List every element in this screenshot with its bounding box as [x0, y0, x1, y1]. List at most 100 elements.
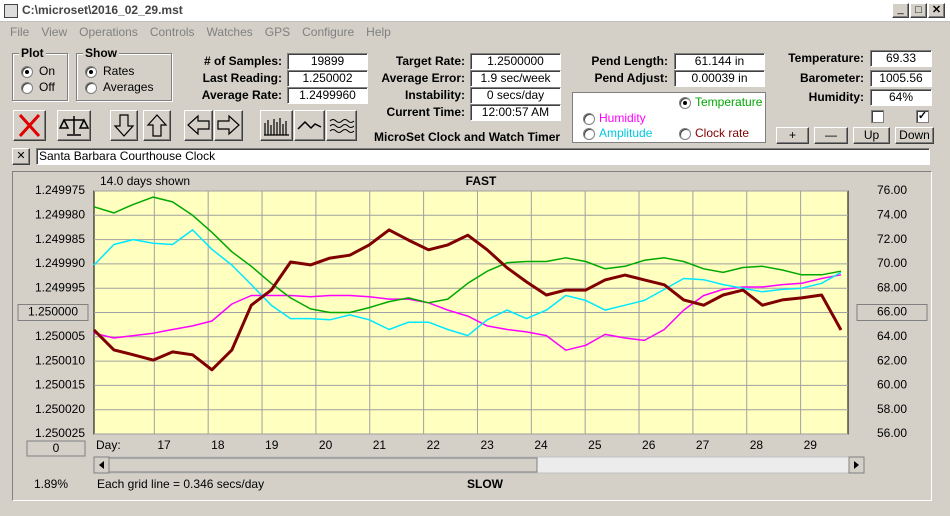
app-icon	[4, 4, 18, 18]
radio-label: Off	[39, 80, 55, 94]
clock-name-field[interactable]: Santa Barbara Courthouse Clock	[36, 148, 930, 165]
field-label: # of Samples:	[203, 54, 282, 68]
menu-item[interactable]: Watches	[206, 25, 253, 39]
y2-tick-label: 64.00	[877, 329, 907, 343]
reference-button[interactable]	[856, 304, 928, 321]
y-tick-label: 1.250005	[35, 329, 85, 343]
menu-item[interactable]: GPS	[264, 25, 291, 39]
x-tick-label: 17	[157, 438, 171, 452]
x-axis-label: Day:	[96, 438, 121, 452]
down-button[interactable]: Down	[895, 127, 934, 144]
y2-tick-label: 74.00	[877, 207, 907, 221]
legend-label: Clock rate	[695, 126, 750, 140]
menu-item[interactable]: Configure	[302, 25, 355, 39]
field-label: Current Time:	[386, 105, 465, 119]
line-button[interactable]	[294, 110, 325, 141]
field-value: 1005.56	[870, 69, 932, 87]
x-tick-label: 27	[696, 438, 710, 452]
icon	[264, 118, 289, 136]
minus-button[interactable]: —	[814, 127, 848, 144]
radio[interactable]	[21, 82, 33, 94]
up-button[interactable]: Up	[853, 127, 890, 144]
scroll-reset-button[interactable]	[26, 440, 86, 457]
y2-tick-label: 76.00	[877, 183, 907, 197]
icon	[187, 114, 210, 136]
scroll-thumb[interactable]	[108, 457, 538, 473]
icon	[297, 120, 322, 130]
field-value: 19899	[287, 53, 368, 70]
up-arrow-button[interactable]	[143, 110, 171, 141]
field-value: 1.250002	[287, 70, 368, 87]
reference-button[interactable]	[17, 304, 89, 321]
right-arrow-button[interactable]	[214, 110, 243, 141]
menu-item[interactable]: View	[41, 25, 68, 39]
field-value: 61.144 in	[674, 53, 765, 70]
y-tick-label: 1.250020	[35, 402, 85, 416]
y2-tick-label: 72.00	[877, 232, 907, 246]
x-tick-label: 26	[642, 438, 656, 452]
field-label: Average Error:	[381, 71, 465, 85]
field-label: Instability:	[404, 88, 465, 102]
x-tick-label: 18	[211, 438, 225, 452]
legend-label: Humidity	[599, 111, 646, 125]
field-label: Target Rate:	[395, 54, 465, 68]
title-bar: C:\microset\2016_02_29.mst _ □ ✕	[0, 0, 950, 22]
group-title: Show	[83, 46, 119, 60]
series-line	[93, 229, 842, 337]
x-tick-label: 25	[588, 438, 602, 452]
field-label: Barometer:	[799, 70, 864, 85]
x-tick-label: 21	[373, 438, 387, 452]
radio[interactable]	[679, 128, 691, 140]
minimize-button[interactable]: _	[892, 3, 909, 18]
field-value: 0 secs/day	[470, 87, 561, 104]
icon	[217, 114, 240, 136]
y-tick-label: 1.249995	[35, 280, 85, 294]
y-tick-label: 1.250010	[35, 353, 85, 367]
field-label: Last Reading:	[202, 71, 282, 85]
x-tick-label: 28	[750, 438, 764, 452]
x-tick-label: 19	[265, 438, 279, 452]
bars-button[interactable]	[260, 110, 293, 141]
window-title: C:\microset\2016_02_29.mst	[22, 3, 183, 17]
menu-bar: File View Operations Controls Watches GPS Conf…	[10, 25, 391, 39]
clear-button[interactable]: ✕	[12, 148, 30, 165]
radio[interactable]	[21, 66, 33, 78]
legend-label: Temperature	[695, 95, 763, 109]
radio[interactable]	[583, 113, 595, 125]
x-tick-label: 20	[319, 438, 333, 452]
checkbox[interactable]	[871, 110, 884, 123]
close-button[interactable]: ✕	[928, 3, 945, 18]
field-label: Humidity:	[808, 90, 864, 104]
left-arrow-button[interactable]	[184, 110, 213, 141]
checkbox[interactable]	[916, 110, 929, 123]
y2-tick-label: 60.00	[877, 378, 907, 392]
maximize-button[interactable]: □	[910, 3, 927, 18]
plus-button[interactable]: +	[776, 127, 809, 144]
y2-tick-label: 58.00	[877, 402, 907, 416]
menu-item[interactable]: Operations	[79, 25, 138, 39]
y2-tick-label: 68.00	[877, 280, 907, 294]
field-label: Pend Adjust:	[594, 71, 668, 85]
radio[interactable]	[679, 97, 691, 109]
scroll-right-arrow	[854, 461, 859, 469]
plot-group: Plot On Off	[12, 46, 68, 101]
wave-button[interactable]	[326, 110, 357, 141]
field-value: 64%	[870, 89, 932, 106]
menu-item[interactable]: Help	[366, 25, 391, 39]
y2-tick-label: 66.00	[877, 305, 907, 319]
field-value: 0.00039 in	[674, 70, 765, 87]
scale-button[interactable]	[57, 110, 91, 141]
down-arrow-button[interactable]	[110, 110, 138, 141]
radio[interactable]	[85, 82, 97, 94]
y-tick-label: 1.249990	[35, 256, 85, 270]
series-line	[92, 228, 843, 372]
menu-item[interactable]: File	[10, 25, 30, 39]
field-value: 1.2500000	[470, 53, 561, 70]
radio[interactable]	[85, 66, 97, 78]
radio[interactable]	[583, 128, 595, 140]
field-label: Pend Length:	[591, 54, 668, 68]
stop-button[interactable]	[13, 110, 46, 141]
menu-item[interactable]: Controls	[149, 25, 195, 39]
